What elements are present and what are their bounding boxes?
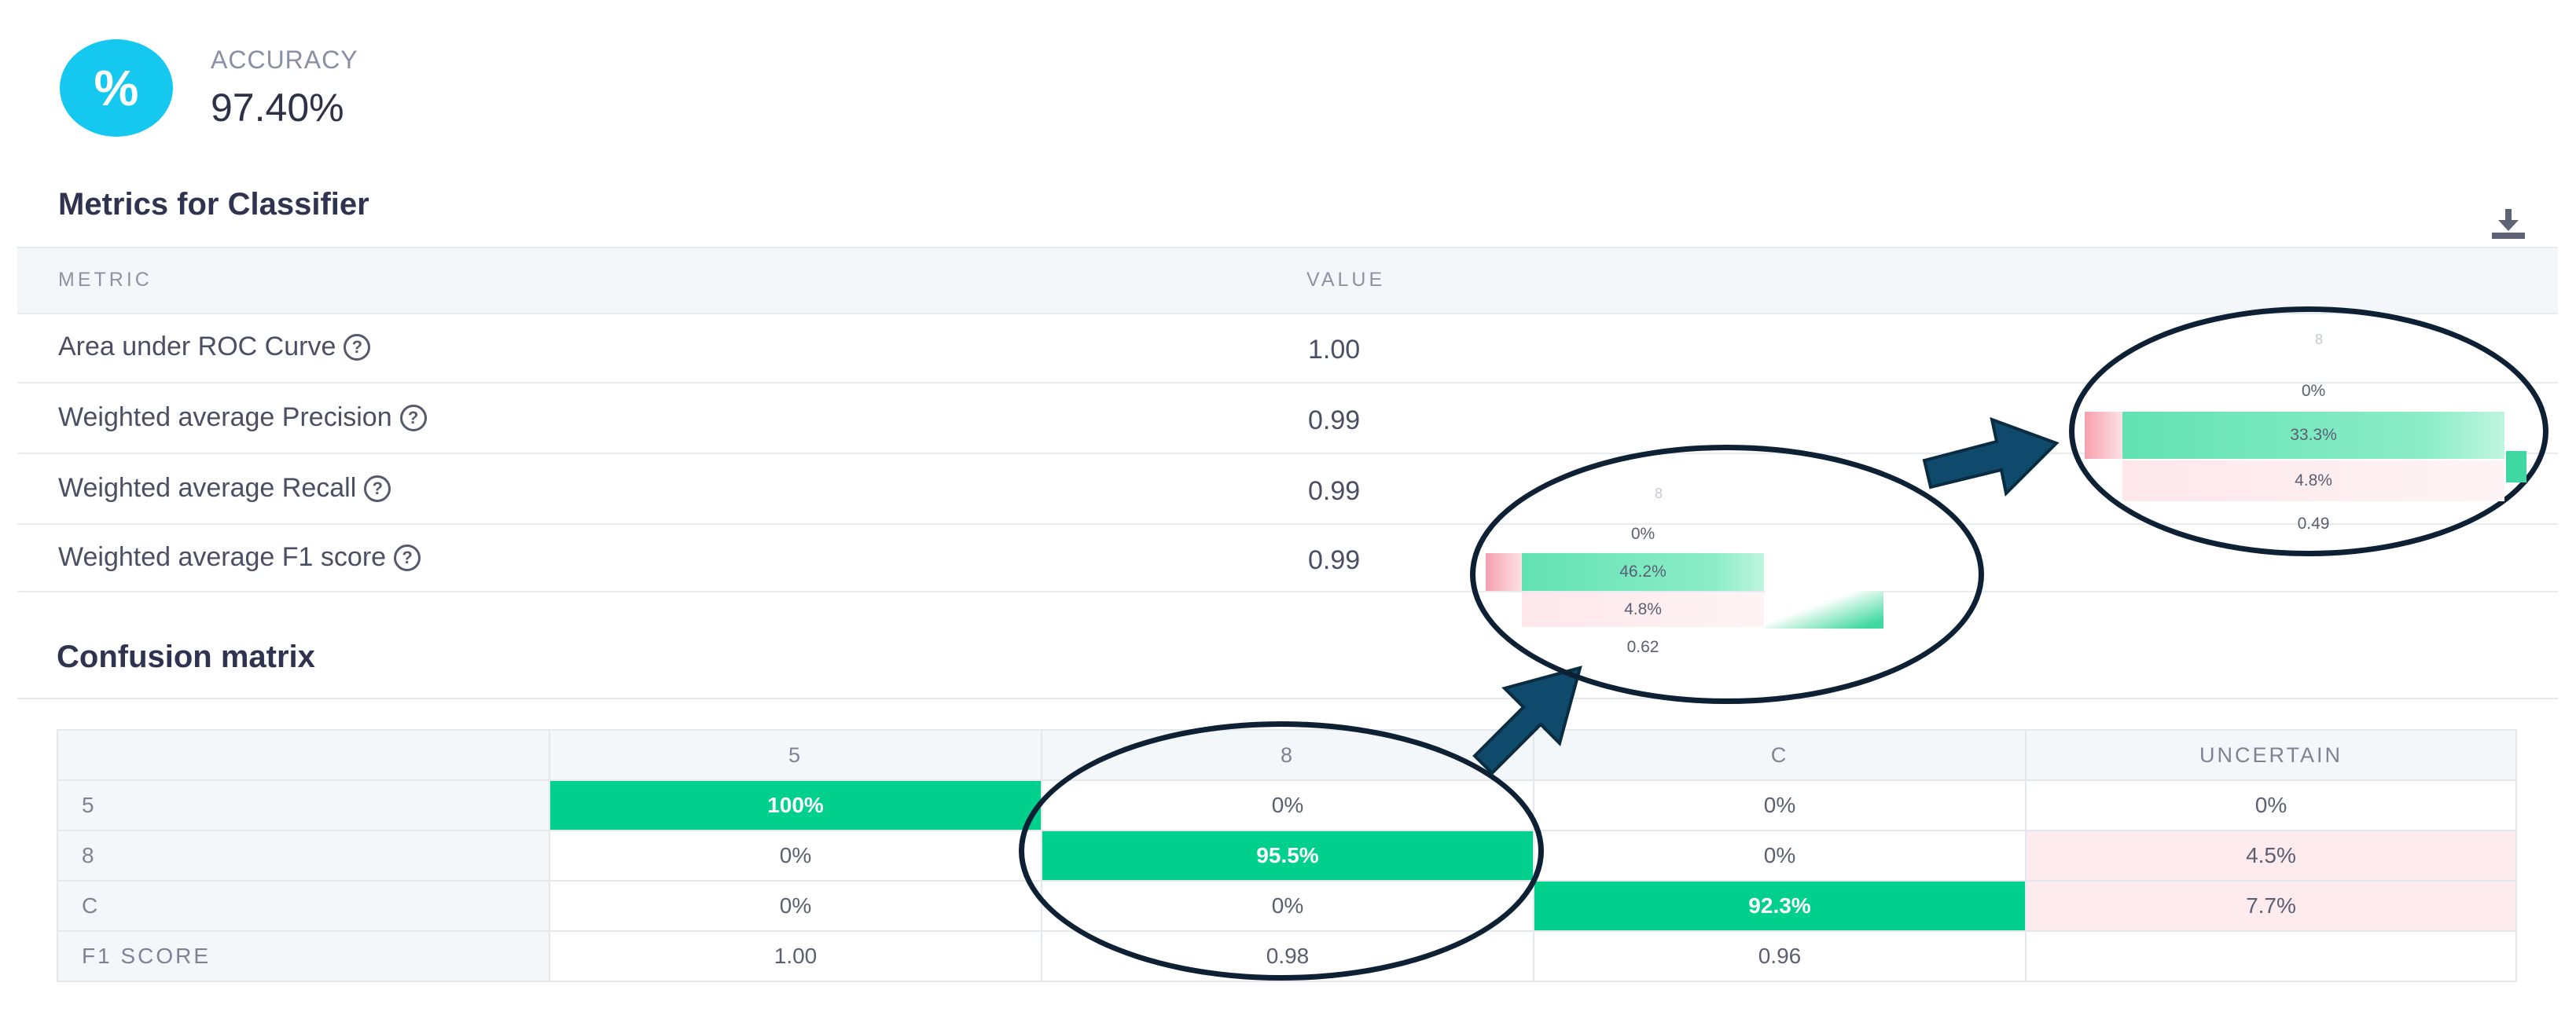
help-icon[interactable]: ? <box>364 475 391 502</box>
metric-row: Weighted average Recall? 0.99 <box>17 454 2558 525</box>
zoom-edge-shade <box>1486 553 1522 591</box>
f1-score-cell <box>2025 930 2517 982</box>
column-header: C <box>1533 729 2027 781</box>
matrix-cell: 0% <box>1533 830 2027 882</box>
zoom-inset: 8 0% 33.3% 4.8% 0.49 <box>2075 322 2542 550</box>
confusion-matrix-title: Confusion matrix <box>57 640 315 674</box>
callout-ellipse <box>1019 721 1544 981</box>
help-icon[interactable]: ? <box>344 333 371 361</box>
metric-row: Weighted average F1 score? 0.99 <box>17 523 2558 592</box>
zoom-cell: 4.8% <box>2122 460 2504 501</box>
zoom-cell: 0% <box>1630 525 1655 543</box>
metric-column-header: METRIC <box>58 269 153 291</box>
metric-row: Weighted average Precision? 0.99 <box>17 383 2558 454</box>
zoom-edge-shade <box>1766 591 1883 629</box>
matrix-cell: 7.7% <box>2025 880 2517 932</box>
zoom-cell: 0% <box>2301 382 2326 400</box>
metric-value: 0.99 <box>1308 545 1361 575</box>
help-icon[interactable]: ? <box>399 404 427 431</box>
metric-row: Area under ROC Curve? 1.00 <box>17 313 2558 383</box>
column-header: UNCERTAIN <box>2025 729 2517 781</box>
row-header: 5 <box>57 779 550 831</box>
f1-score-cell: 0.96 <box>1533 930 2027 982</box>
confusion-matrix-table: 5 8 C UNCERTAIN 5 100% 0% 0% 0% 8 0% 95.… <box>57 729 2517 982</box>
zoom-cell: 4.8% <box>1522 592 1764 627</box>
table-row: F1 SCORE 1.00 0.98 0.96 <box>57 930 2517 982</box>
zoom-ellipse <box>2069 306 2548 556</box>
zoom-edge-shade <box>2085 412 2122 459</box>
metric-value: 0.99 <box>1308 476 1361 506</box>
value-column-header: VALUE <box>1306 269 1386 291</box>
percent-icon: % <box>60 39 173 137</box>
zoom-cell: 0.62 <box>1626 638 1659 656</box>
matrix-cell: 100% <box>549 779 1042 831</box>
arrow-icon <box>1922 416 2060 497</box>
metric-name: Weighted average F1 score <box>58 542 387 572</box>
metrics-title: Metrics for Classifier <box>58 187 369 222</box>
matrix-cell: 92.3% <box>1533 880 2027 932</box>
accuracy-label: ACCURACY <box>211 46 358 74</box>
metric-value: 1.00 <box>1308 335 1361 365</box>
zoom-column-header: 8 <box>1654 486 1663 501</box>
zoom-inset: 8 0% 46.2% 4.8% 0.62 <box>1478 471 1973 676</box>
metric-name: Weighted average Recall <box>58 473 357 503</box>
zoom-cell: 33.3% <box>2122 412 2504 459</box>
metric-name: Area under ROC Curve <box>58 332 336 361</box>
row-header: F1 SCORE <box>57 930 550 982</box>
zoom-cell: 0.49 <box>2297 515 2330 533</box>
metrics-table-header: METRIC VALUE <box>17 247 2558 314</box>
matrix-cell: 0% <box>2025 779 2517 831</box>
f1-score-cell: 1.00 <box>549 930 1042 982</box>
divider <box>17 591 2558 592</box>
matrix-cell: 0% <box>1533 779 2027 831</box>
matrix-cell: 4.5% <box>2025 830 2517 882</box>
zoom-ellipse <box>1470 445 1984 704</box>
divider <box>17 698 2558 699</box>
zoom-column-header: 8 <box>2314 332 2323 347</box>
accuracy-value: 97.40% <box>211 86 344 130</box>
metric-name: Weighted average Precision <box>58 402 392 432</box>
help-icon[interactable]: ? <box>394 544 421 571</box>
row-header: 8 <box>57 830 550 882</box>
zoom-edge-shade <box>2506 451 2526 482</box>
row-header: C <box>57 880 550 932</box>
arrow-icon <box>1472 666 1582 776</box>
zoom-cell: 46.2% <box>1522 553 1764 591</box>
matrix-cell: 0% <box>549 880 1042 932</box>
corner-cell <box>57 729 550 781</box>
metric-value: 0.99 <box>1308 405 1361 435</box>
download-icon[interactable] <box>2490 207 2526 240</box>
matrix-cell: 0% <box>549 830 1042 882</box>
column-header: 5 <box>549 729 1042 781</box>
